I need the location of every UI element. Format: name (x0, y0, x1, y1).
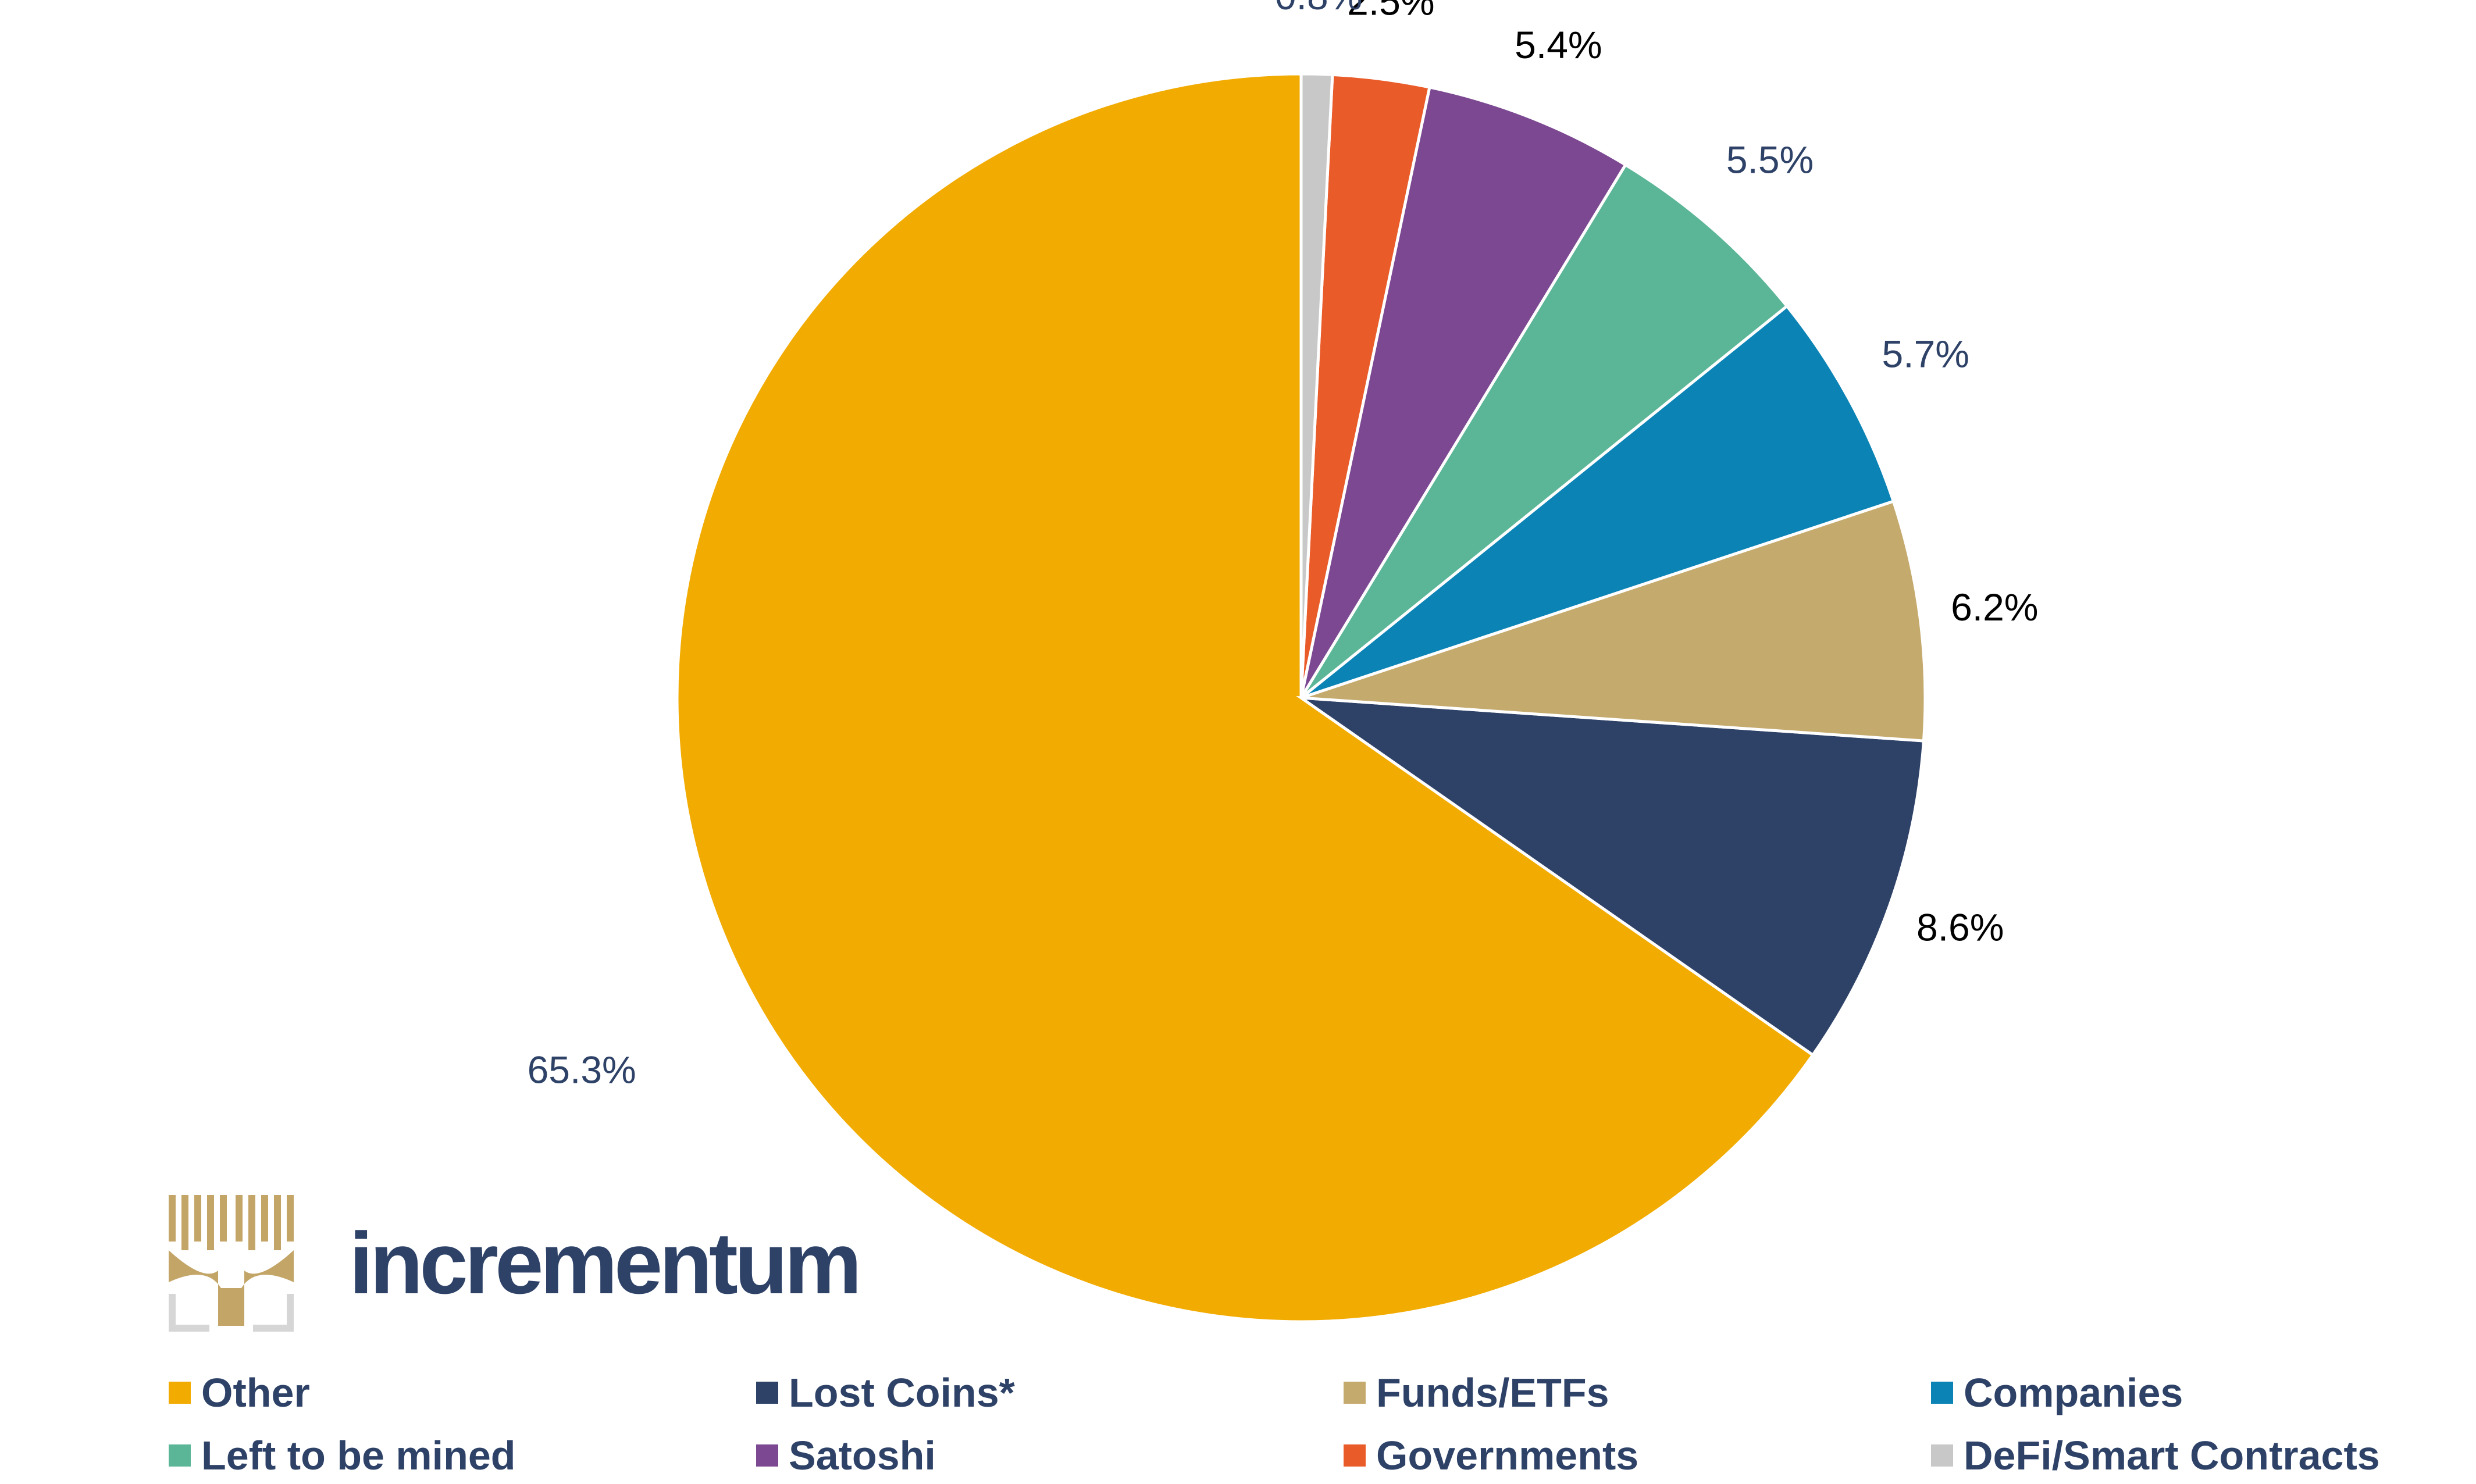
legend-swatch (1931, 1382, 1953, 1404)
pie-slice-other (675, 72, 1815, 1324)
value-label-defi-smart-contracts: 0.8% (1275, 0, 1362, 17)
pie-value-labels: 65.3% 8.6% 6.2% 5.7% 5.5% 5.4% 2.5%0.8% (528, 0, 2039, 1091)
incrementum-logo: incrementum (169, 1195, 862, 1332)
value-label-governments: 2.5% (1347, 0, 1434, 23)
pie-slice-lost-coins (1296, 695, 1926, 1057)
pie-slices (675, 72, 1927, 1324)
legend-item-lost-coins: Lost Coins* (756, 1369, 1015, 1416)
legend-label: Lost Coins* (789, 1370, 1015, 1415)
value-label-lost-coins: 8.6% (1916, 905, 2004, 948)
legend-label: Funds/ETFs (1376, 1370, 1609, 1415)
legend-item-left-to-be-mined: Left to be mined (169, 1432, 516, 1479)
pie-slice-funds-etfs (1301, 499, 1927, 743)
legend-item-satoshi: Satoshi (756, 1432, 936, 1479)
value-label-companies: 5.7% (1882, 333, 1969, 376)
legend-swatch (169, 1444, 191, 1467)
value-label-funds-etfs: 6.2% (1951, 586, 2038, 629)
legend-swatch (756, 1382, 778, 1404)
legend-item-funds-etfs: Funds/ETFs (1344, 1369, 1609, 1416)
pie-slice-satoshi (1299, 85, 1628, 699)
legend-swatch (1344, 1382, 1366, 1404)
incrementum-wordmark: incrementum (349, 1214, 862, 1312)
legend-item-companies: Companies (1931, 1369, 2183, 1416)
tree-logo-icon (169, 1195, 294, 1332)
legend-label: Left to be mined (201, 1433, 516, 1478)
value-label-other: 65.3% (528, 1048, 636, 1091)
legend-item-defi-smart-contracts: DeFi/Smart Contracts (1931, 1432, 2380, 1479)
legend-item-governments: Governments (1344, 1432, 1638, 1479)
legend-label: Other (201, 1370, 310, 1415)
value-label-left-to-be-mined: 5.5% (1726, 138, 1814, 181)
pie-slice-defi-smart-contracts (1299, 72, 1334, 698)
legend-swatch (1931, 1444, 1953, 1467)
pie-slice-left-to-be-mined (1299, 162, 1789, 699)
value-label-satoshi: 5.4% (1515, 23, 1602, 66)
legend-label: DeFi/Smart Contracts (1964, 1433, 2380, 1478)
pie-slice-companies (1300, 304, 1896, 700)
legend-label: Satoshi (789, 1433, 936, 1478)
legend-swatch (756, 1444, 778, 1467)
legend-swatch (1344, 1444, 1366, 1467)
legend-label: Companies (1964, 1370, 2183, 1415)
legend-swatch (169, 1382, 191, 1404)
legend-label: Governments (1376, 1433, 1639, 1478)
legend-item-other: Other (169, 1369, 310, 1416)
